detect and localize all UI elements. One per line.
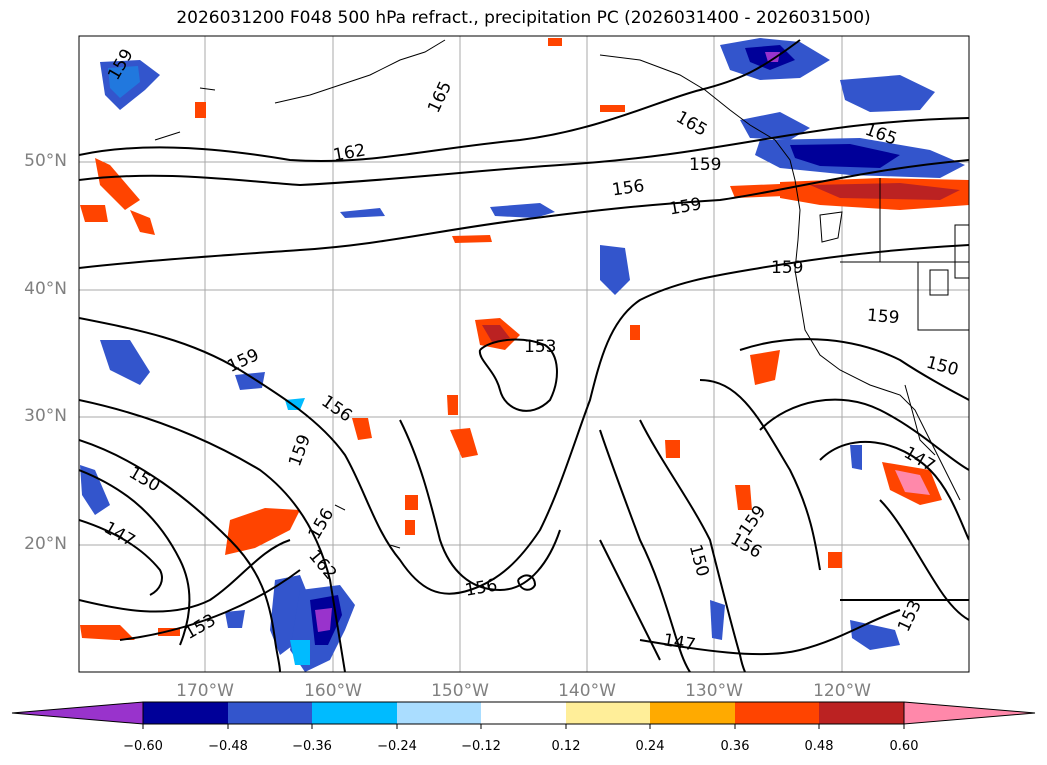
lon-label: 150°W — [431, 681, 489, 701]
lat-label: 40°N — [24, 279, 67, 299]
colorbar-tick-label: 0.24 — [635, 739, 665, 754]
contour-label: 159 — [866, 306, 900, 329]
colorbar-extend-high — [903, 701, 1036, 725]
contour-label: 156 — [611, 176, 646, 200]
colorbar-frame — [142, 701, 905, 725]
colorbar-tick-label: 0.48 — [804, 739, 834, 754]
colorbar-swatch — [312, 702, 397, 724]
colorbar-swatch — [566, 702, 650, 724]
map-content — [79, 36, 969, 672]
colorbar-swatch — [143, 702, 228, 724]
colorbar-tick-label: −0.48 — [208, 739, 248, 754]
colorbar-swatch — [481, 702, 566, 724]
colorbar-tick-label: −0.60 — [123, 739, 163, 754]
closed-contour — [517, 574, 537, 591]
lon-label: 140°W — [558, 681, 616, 701]
colorbar-tick-label: −0.24 — [377, 739, 417, 754]
colorbar-tick-label: −0.36 — [292, 739, 332, 754]
map-title: 2026031200 F048 500 hPa refract., precip… — [176, 8, 871, 28]
colorbar-tick-label: 0.60 — [889, 739, 919, 754]
contours — [79, 39, 969, 672]
contour-label: 159 — [689, 155, 721, 175]
colorbar-tick-label: −0.12 — [461, 739, 501, 754]
colorbar — [11, 701, 1036, 729]
colorbar-swatch — [397, 702, 481, 724]
contour-label: 159 — [771, 258, 803, 278]
map-frame — [78, 35, 970, 673]
lon-label: 170°W — [176, 681, 234, 701]
lat-label: 20°N — [24, 534, 67, 554]
precip-positive — [80, 38, 969, 640]
lon-label: 160°W — [304, 681, 362, 701]
coastlines — [154, 39, 969, 549]
colorbar-swatch — [228, 702, 312, 724]
colorbar-tick-label: 0.12 — [551, 739, 581, 754]
colorbar-swatch — [819, 702, 904, 724]
colorbar-tick-label: 0.36 — [720, 739, 750, 754]
lat-label: 50°N — [24, 151, 67, 171]
lat-label: 30°N — [24, 406, 67, 426]
lon-label: 130°W — [685, 681, 743, 701]
colorbar-swatch — [735, 702, 819, 724]
colorbar-swatch — [650, 702, 735, 724]
colorbar-extend-low — [11, 701, 144, 725]
contour-label: 153 — [524, 337, 556, 357]
lon-label: 120°W — [813, 681, 871, 701]
